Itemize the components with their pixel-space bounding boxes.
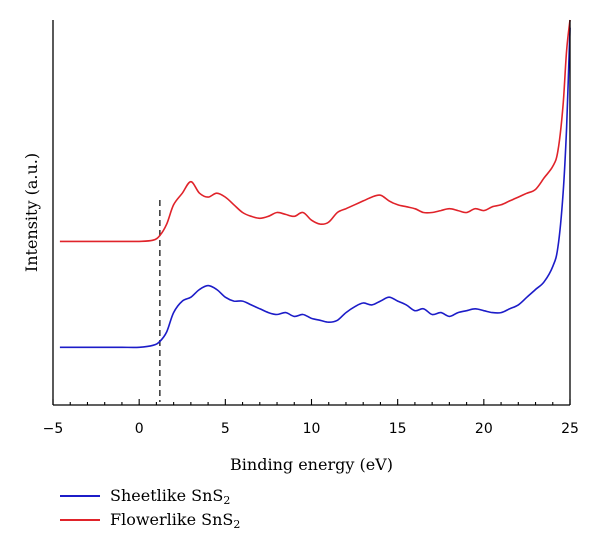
legend-item-flowerlike: Flowerlike SnS2 [60, 508, 240, 532]
legend: Sheetlike SnS2 Flowerlike SnS2 [60, 484, 240, 532]
series-line-flowerlike [59, 19, 571, 243]
series-line-sheetlike [59, 27, 571, 349]
x-tick-label: 15 [389, 421, 407, 437]
legend-item-sheetlike: Sheetlike SnS2 [60, 484, 240, 508]
legend-label-flowerlike: Flowerlike SnS2 [110, 509, 241, 531]
x-axis-label: Binding energy (eV) [230, 455, 393, 474]
x-tick-label: 20 [475, 421, 493, 437]
x-tick-label: 0 [135, 421, 144, 437]
x-tick-label: −5 [43, 421, 64, 437]
x-tick-label: 10 [303, 421, 321, 437]
legend-swatch-flowerlike [60, 519, 100, 521]
x-tick-label: 25 [561, 421, 579, 437]
legend-label-sheetlike: Sheetlike SnS2 [110, 485, 231, 507]
axes: −5 0 5 10 15 20 25 [43, 20, 579, 437]
plot-area [59, 19, 571, 402]
y-axis-label: Intensity (a.u.) [22, 153, 41, 272]
legend-swatch-sheetlike [60, 495, 100, 497]
x-tick-label: 5 [221, 421, 230, 437]
xps-valence-band-chart: −5 0 5 10 15 20 25 Binding energy (eV) Intensi… [22, 19, 579, 474]
